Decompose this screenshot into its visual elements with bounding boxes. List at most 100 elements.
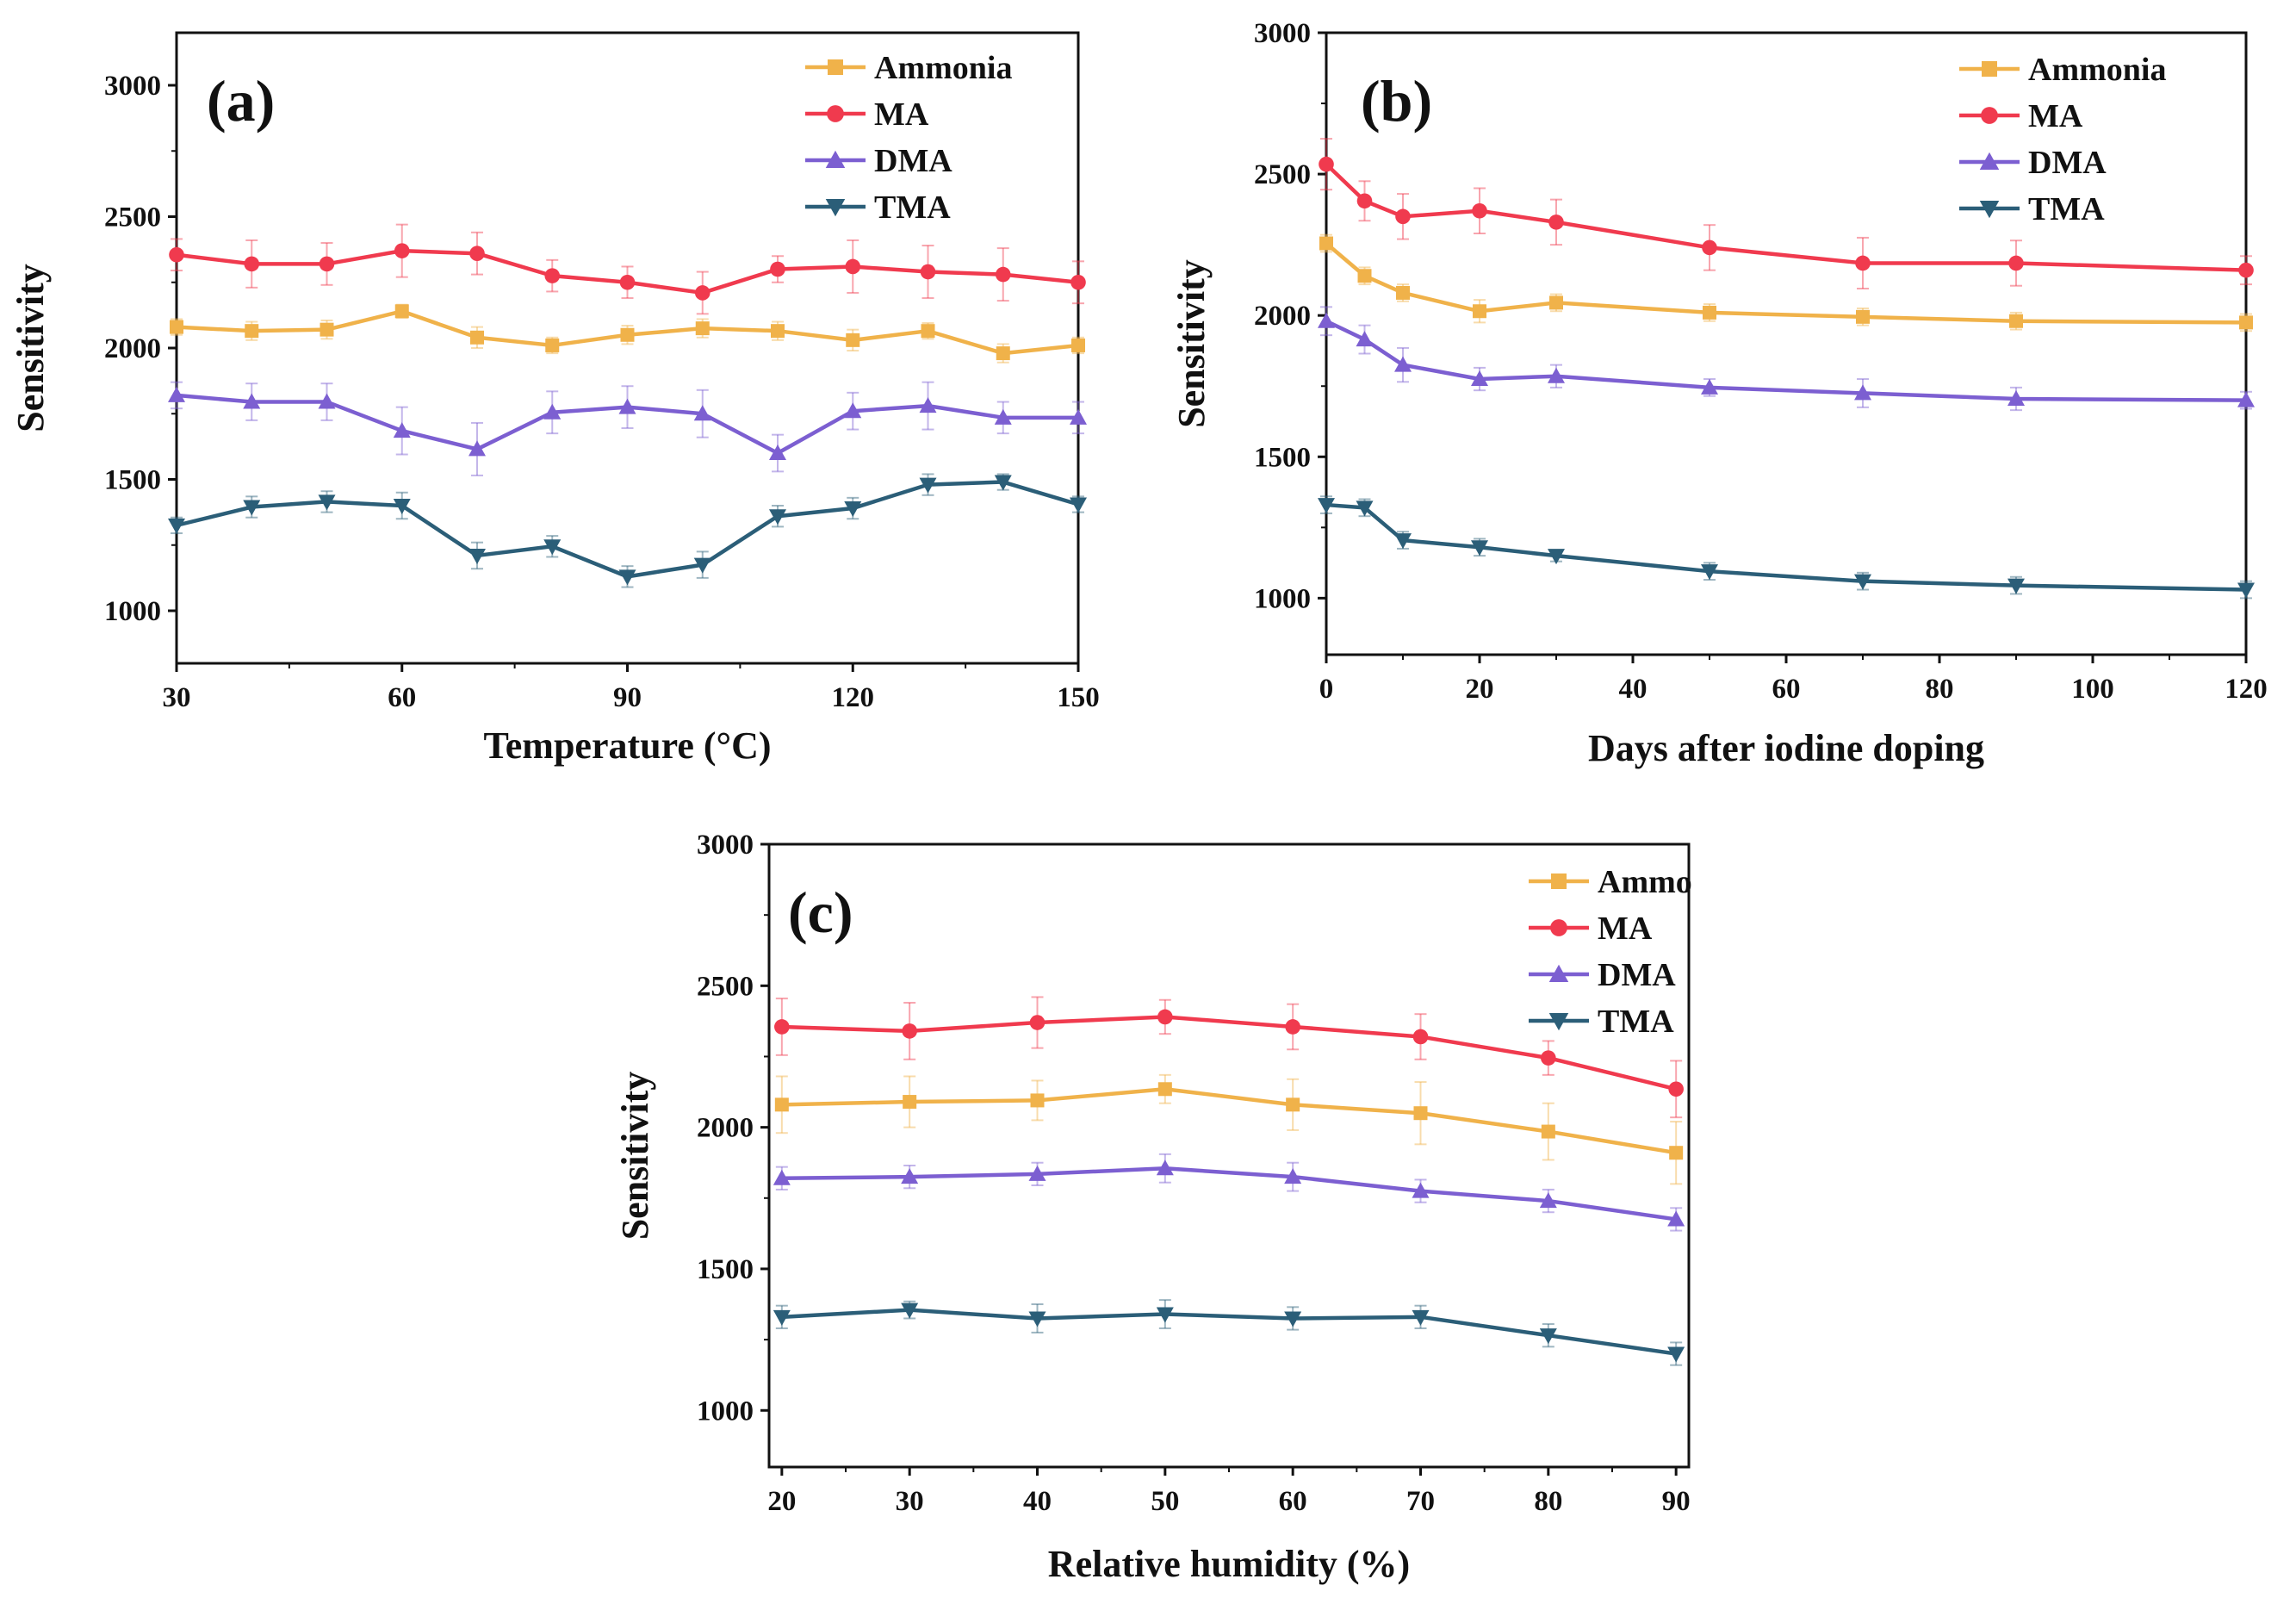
data-point: [168, 518, 185, 534]
x-tick-label: 0: [1319, 674, 1334, 705]
data-point: [901, 1302, 919, 1319]
data-point: [394, 243, 410, 258]
x-tick-label: 60: [1279, 1486, 1307, 1517]
data-point: [618, 569, 636, 586]
data-point: [1548, 549, 1565, 565]
legend-label: DMA: [874, 143, 953, 179]
data-point: [393, 499, 411, 514]
data-point: [1070, 408, 1087, 425]
data-point: [1319, 156, 1334, 172]
data-point: [1070, 497, 1087, 513]
data-point: [320, 322, 334, 337]
data-point: [1318, 498, 1335, 514]
series-dma: [773, 1153, 1685, 1232]
data-point: [1549, 295, 1563, 310]
data-point: [1356, 193, 1373, 209]
data-point: [1413, 1106, 1428, 1121]
series-ammonia: [1319, 233, 2253, 333]
legend-marker: [1982, 61, 1997, 77]
data-point: [1701, 378, 1718, 395]
x-tick-label: 40: [1619, 674, 1648, 705]
y-tick-label: 3000: [697, 830, 754, 861]
x-tick-label: 40: [1023, 1486, 1052, 1517]
legend-item: TMA: [1529, 1004, 1674, 1040]
data-point: [1539, 1328, 1557, 1345]
data-point: [1028, 1311, 1046, 1327]
data-point: [245, 324, 259, 339]
series-ammonia: [170, 303, 1085, 364]
data-point: [1319, 236, 1333, 251]
data-point: [774, 1019, 790, 1035]
data-point: [1473, 304, 1486, 319]
data-point: [1071, 338, 1085, 352]
data-point: [2237, 582, 2255, 599]
y-tick-label: 3000: [104, 71, 161, 102]
data-point: [318, 494, 336, 511]
x-tick-label: 100: [2071, 674, 2114, 705]
data-point: [693, 405, 711, 421]
data-point: [170, 320, 183, 334]
data-point: [1669, 1146, 1684, 1160]
x-tick-label: 30: [896, 1486, 924, 1517]
legend-label: MA: [874, 96, 929, 133]
legend-label: MA: [1598, 911, 1653, 947]
legend-item: DMA: [805, 143, 953, 179]
x-tick-label: 60: [1772, 674, 1801, 705]
data-point: [694, 285, 711, 301]
series-line: [176, 480, 1079, 579]
legend-marker: [1551, 873, 1567, 889]
data-point: [168, 386, 185, 402]
legend-label: TMA: [874, 190, 951, 226]
data-point: [770, 261, 785, 277]
data-point: [470, 330, 484, 345]
data-point: [1667, 1210, 1685, 1227]
series-tma: [773, 1299, 1685, 1366]
legend: Ammonia MA DMA TMA: [1959, 52, 2166, 227]
series-line: [1325, 162, 2247, 272]
legend-label: Ammo: [1598, 864, 1692, 900]
x-tick-label: 20: [767, 1486, 796, 1517]
series-ma: [1319, 138, 2254, 290]
data-point: [1471, 370, 1488, 387]
data-point: [2008, 255, 2024, 271]
data-point: [1412, 1309, 1430, 1326]
data-point: [1286, 1097, 1300, 1112]
legend-item: Ammo: [1529, 864, 1692, 900]
y-tick-label: 1500: [697, 1254, 754, 1285]
data-point: [1856, 309, 1870, 324]
series-ammo: [774, 1073, 1684, 1185]
legend-marker: [1548, 1013, 1569, 1031]
data-point: [1394, 533, 1412, 550]
data-point: [169, 246, 184, 263]
x-tick-label: 20: [1466, 674, 1494, 705]
panel-label: (b): [1361, 68, 1432, 134]
data-point: [394, 304, 409, 319]
data-point: [994, 408, 1012, 425]
data-point: [1285, 1019, 1300, 1035]
legend-label: Ammonia: [2028, 52, 2166, 88]
data-point: [1284, 1168, 1302, 1184]
data-point: [994, 475, 1012, 491]
legend-item: Ammonia: [805, 50, 1012, 86]
y-tick-label: 1000: [104, 596, 161, 627]
panel-b: 1000 1500 2000 2500 3000 0 20 40 60 80 100 120 Days …: [1170, 18, 2268, 769]
data-point: [618, 398, 636, 414]
data-point: [393, 422, 411, 438]
data-point: [921, 324, 935, 339]
data-point: [1701, 564, 1718, 581]
legend-label: Ammonia: [874, 50, 1012, 86]
data-point: [769, 445, 786, 460]
data-point: [1667, 1346, 1685, 1363]
legend-label: TMA: [1598, 1004, 1674, 1040]
y-tick-label: 2500: [104, 202, 161, 233]
legend-item: MA: [1529, 911, 1653, 947]
data-point: [545, 338, 560, 352]
legend-marker: [825, 150, 846, 168]
data-point: [1156, 1307, 1174, 1323]
data-point: [996, 346, 1010, 361]
x-axis-title: Temperature (°C): [483, 724, 771, 767]
data-point: [1548, 367, 1565, 383]
data-point: [902, 1023, 917, 1039]
data-point: [1028, 1165, 1046, 1181]
legend-item: MA: [1959, 98, 2083, 134]
